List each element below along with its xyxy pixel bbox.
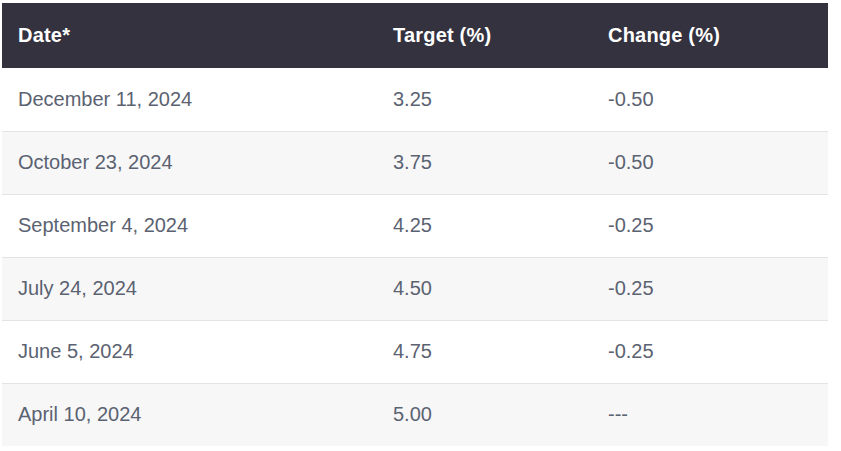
- date-cell: June 5, 2024: [2, 320, 377, 383]
- table-row: October 23, 2024 3.75 -0.50: [2, 131, 828, 194]
- target-cell: 4.50: [377, 257, 592, 320]
- column-header-target: Target (%): [377, 3, 592, 68]
- change-cell: -0.25: [592, 320, 828, 383]
- target-cell: 3.25: [377, 68, 592, 131]
- change-cell: -0.25: [592, 194, 828, 257]
- rates-table: Date* Target (%) Change (%) December 11,…: [2, 3, 828, 446]
- date-cell: October 23, 2024: [2, 131, 377, 194]
- change-cell: -0.50: [592, 68, 828, 131]
- column-header-date: Date*: [2, 3, 377, 68]
- table-row: July 24, 2024 4.50 -0.25: [2, 257, 828, 320]
- change-cell: ---: [592, 383, 828, 446]
- date-cell: September 4, 2024: [2, 194, 377, 257]
- table-row: June 5, 2024 4.75 -0.25: [2, 320, 828, 383]
- target-cell: 4.25: [377, 194, 592, 257]
- change-cell: -0.50: [592, 131, 828, 194]
- rates-table-body: December 11, 2024 3.25 -0.50 October 23,…: [2, 68, 828, 446]
- target-cell: 4.75: [377, 320, 592, 383]
- table-row: December 11, 2024 3.25 -0.50: [2, 68, 828, 131]
- date-cell: December 11, 2024: [2, 68, 377, 131]
- column-header-change: Change (%): [592, 3, 828, 68]
- rates-table-header: Date* Target (%) Change (%): [2, 3, 828, 68]
- target-cell: 3.75: [377, 131, 592, 194]
- change-cell: -0.25: [592, 257, 828, 320]
- table-row: September 4, 2024 4.25 -0.25: [2, 194, 828, 257]
- date-cell: July 24, 2024: [2, 257, 377, 320]
- date-cell: April 10, 2024: [2, 383, 377, 446]
- header-row: Date* Target (%) Change (%): [2, 3, 828, 68]
- target-cell: 5.00: [377, 383, 592, 446]
- table-row: April 10, 2024 5.00 ---: [2, 383, 828, 446]
